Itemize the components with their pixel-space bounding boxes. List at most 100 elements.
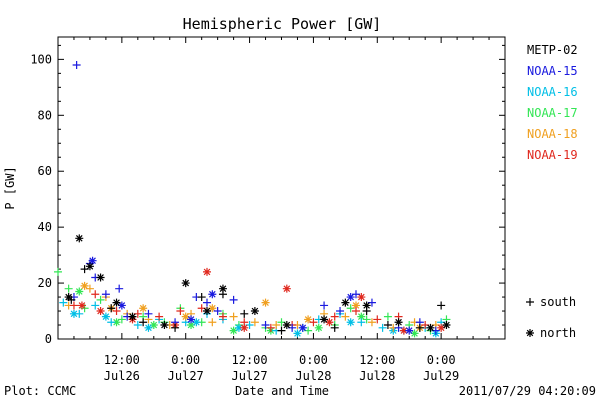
noaa-19-north-point xyxy=(240,323,249,332)
x-axis-label: Date and Time xyxy=(235,384,329,398)
noaa-16-north-point xyxy=(101,312,110,321)
y-tick-label: 0 xyxy=(45,332,52,346)
legend-entry-noaa-18: NOAA-18 xyxy=(527,127,578,141)
noaa-19-south-point xyxy=(373,315,382,324)
marker-legend-label-north: north xyxy=(540,326,576,340)
y-tick-label: 100 xyxy=(30,52,52,66)
metp-02-north-point xyxy=(203,307,211,316)
plus-marker-icon xyxy=(526,298,534,306)
noaa-17-south-point xyxy=(383,312,392,321)
metp-02-south-point xyxy=(437,301,446,310)
noaa-18-north-point xyxy=(352,301,360,310)
noaa-17-north-point xyxy=(357,312,366,321)
metp-02-north-point xyxy=(112,298,121,307)
noaa-16-south-point xyxy=(91,301,100,310)
legend-entry-noaa-17: NOAA-17 xyxy=(527,106,578,120)
noaa-16-south-point xyxy=(133,321,142,330)
noaa-16-north-point xyxy=(144,323,153,332)
x-tick-date-label: Jul28 xyxy=(295,369,331,383)
metp-02-north-point xyxy=(442,321,451,330)
legend-entry-noaa-16: NOAA-16 xyxy=(527,85,578,99)
noaa-18-north-point xyxy=(208,304,217,313)
noaa-18-south-point xyxy=(229,312,238,321)
noaa-19-north-point xyxy=(399,326,408,335)
noaa-15-south-point xyxy=(261,321,270,330)
noaa-17-south-point xyxy=(96,295,105,304)
noaa-18-south-point xyxy=(367,318,376,327)
noaa-17-north-point xyxy=(187,321,196,330)
legend-entry-metp-02: METP-02 xyxy=(527,43,578,57)
x-tick-date-label: Jul27 xyxy=(168,369,204,383)
noaa-19-south-point xyxy=(155,312,164,321)
noaa-18-north-point xyxy=(304,315,313,324)
metp-02-north-point xyxy=(426,323,435,332)
metp-02-north-point xyxy=(75,234,84,243)
noaa-15-south-point xyxy=(320,301,329,310)
noaa-19-north-point xyxy=(325,318,334,327)
metp-02-north-point xyxy=(218,284,227,293)
metp-02-south-point xyxy=(240,309,249,318)
metp-02-south-point xyxy=(139,318,148,327)
noaa-19-north-point xyxy=(203,267,211,276)
metp-02-south-point xyxy=(330,323,339,332)
y-tick-label: 20 xyxy=(38,276,52,290)
x-tick-time-label: 0:00 xyxy=(427,353,456,367)
noaa-16-south-point xyxy=(59,298,68,307)
noaa-16-north-point xyxy=(346,318,355,327)
noaa-19-south-point xyxy=(330,312,339,321)
noaa-16-north-point xyxy=(69,309,78,318)
metp-02-north-point xyxy=(320,315,329,324)
noaa-15-north-point xyxy=(346,293,355,302)
metp-02-south-point xyxy=(197,293,206,302)
noaa-15-south-point xyxy=(101,290,110,299)
noaa-18-north-point xyxy=(181,312,190,321)
noaa-16-south-point xyxy=(357,318,366,327)
noaa-19-north-point xyxy=(357,293,366,302)
metp-02-north-point xyxy=(282,321,291,330)
noaa-18-south-point xyxy=(341,312,350,321)
metp-02-south-point xyxy=(277,326,286,335)
noaa-15-south-point xyxy=(213,307,222,316)
star-marker-icon xyxy=(526,329,534,337)
metp-02-north-point xyxy=(181,279,190,288)
legend: METP-02 NOAA-15 NOAA-16 NOAA-17 NOAA-18 NOAA-… xyxy=(527,43,578,162)
noaa-19-south-point xyxy=(218,312,227,321)
noaa-19-south-point xyxy=(112,307,121,316)
noaa-19-north-point xyxy=(282,284,291,293)
noaa-15-north-point xyxy=(187,315,196,324)
noaa-15-south-point xyxy=(229,295,238,304)
metp-02-north-point xyxy=(341,298,350,307)
noaa-15-south-point xyxy=(144,309,153,318)
noaa-15-south-point xyxy=(72,60,81,69)
noaa-19-south-point xyxy=(69,301,78,310)
metp-02-south-point xyxy=(383,321,392,330)
noaa-18-south-point xyxy=(250,318,259,327)
x-tick-time-label: 12:00 xyxy=(359,353,395,367)
plot-credit: Plot: CCMC xyxy=(4,384,76,398)
plot-timestamp: 2011/07/29 04:20:09 xyxy=(459,384,596,398)
noaa-17-south-point xyxy=(54,267,62,276)
x-tick-date-label: Jul29 xyxy=(423,369,459,383)
noaa-15-south-point xyxy=(203,298,211,307)
noaa-18-north-point xyxy=(139,304,148,313)
metp-02-north-point xyxy=(96,273,105,282)
metp-02-north-point xyxy=(128,312,137,321)
noaa-19-north-point xyxy=(77,301,86,310)
metp-02-south-point xyxy=(415,323,424,332)
noaa-15-north-point xyxy=(208,290,217,299)
noaa-16-south-point xyxy=(378,323,387,332)
metp-02-north-point xyxy=(64,293,73,302)
noaa-17-north-point xyxy=(410,329,419,338)
noaa-18-south-point xyxy=(208,318,217,327)
metp-02-north-point xyxy=(85,262,94,271)
y-tick-label: 80 xyxy=(38,108,52,122)
noaa-16-north-point xyxy=(234,323,243,332)
metp-02-south-point xyxy=(171,323,180,332)
y-tick-label: 60 xyxy=(38,164,52,178)
noaa-19-south-point xyxy=(266,323,275,332)
noaa-15-north-point xyxy=(88,256,97,265)
noaa-17-north-point xyxy=(75,287,84,296)
x-tick-time-label: 0:00 xyxy=(299,353,328,367)
noaa-17-south-point xyxy=(64,284,73,293)
